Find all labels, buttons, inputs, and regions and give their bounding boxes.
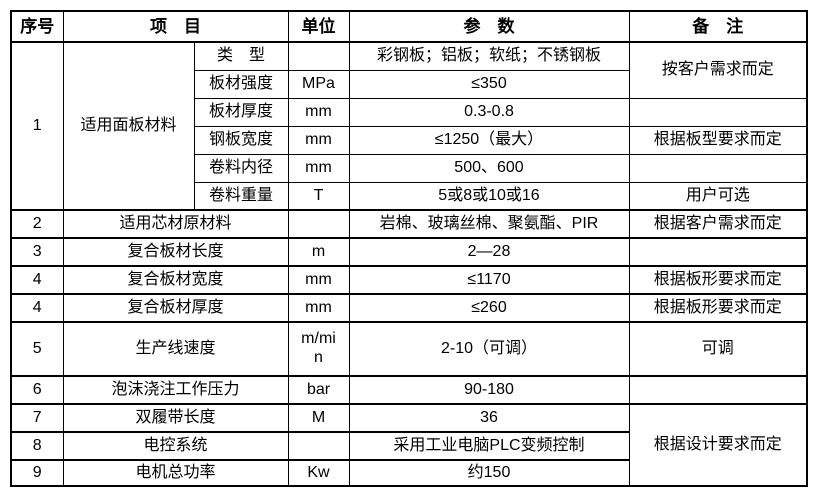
header-seq: 序号 [10,10,64,43]
header-param: 参 数 [348,10,630,43]
param-cell: 0.3-0.8 [348,97,630,127]
seq-cell: 4 [10,265,64,295]
unit-cell [287,431,350,461]
seq-cell: 2 [10,209,64,239]
sub-item-cell: 卷料重量 [193,181,289,211]
param-cell: 彩钢板；铝板；软纸；不锈钢板 [348,41,630,71]
spec-table: 序号 项 目 单位 参 数 备 注 1 适用面板材料 类 型 彩钢板；铝板；软纸… [10,10,808,487]
param-cell: ≤260 [348,293,630,323]
table-row: 板材厚度 mm 0.3-0.8 [11,97,808,127]
param-cell: 5或8或10或16 [348,181,630,211]
item-cell: 复合板材厚度 [62,293,289,323]
item-cell: 电机总功率 [62,459,289,487]
unit-cell: Kw [287,459,350,487]
item-cell: 适用面板材料 [62,41,195,211]
unit-cell [287,209,350,239]
header-remark: 备 注 [628,10,808,43]
unit-cell: mm [287,265,350,295]
item-cell: 泡沫浇注工作压力 [62,375,289,405]
param-cell: ≤350 [348,69,630,99]
param-cell: 2-10（可调） [348,321,630,377]
remark-cell: 可调 [628,321,808,377]
item-cell: 生产线速度 [62,321,289,377]
sub-item-cell: 卷料内径 [193,153,289,183]
seq-cell: 6 [10,375,64,405]
sub-item-cell: 类 型 [193,41,289,71]
table-row: 2 适用芯材原材料 岩棉、玻璃丝棉、聚氨酯、PIR 根据客户需求而定 [10,209,808,239]
remark-cell: 按客户需求而定 [628,41,808,99]
remark-cell [628,237,808,267]
param-cell: 500、600 [348,153,630,183]
table-row: 板材强度 MPa ≤350 [11,69,807,99]
remark-cell: 根据设计要求而定 [628,403,808,487]
remark-cell: 根据板形要求而定 [628,265,808,295]
param-cell: 36 [348,403,630,433]
seq-cell: 8 [10,431,64,461]
unit-text: m/min [301,330,336,366]
remark-cell [628,97,808,127]
seq-cell: 9 [10,459,64,487]
param-cell: 2—28 [348,237,630,267]
table-row: 5 生产线速度 m/min 2-10（可调） 可调 [10,321,808,377]
remark-cell: 根据板型要求而定 [628,125,808,155]
param-cell: 90-180 [348,375,630,405]
unit-cell: m [287,237,350,267]
remark-cell: 用户可选 [628,181,808,211]
item-cell: 电控系统 [62,431,289,461]
item-cell: 复合板材宽度 [62,265,289,295]
table-row: 9 电机总功率 Kw 约150 [10,459,807,487]
unit-cell: mm [287,125,350,155]
remark-cell [628,375,808,405]
seq-cell: 3 [10,237,64,267]
table-row: 7 双履带长度 M 36 根据设计要求而定 [10,403,808,487]
item-cell: 双履带长度 [62,403,289,433]
remark-cell: 根据板形要求而定 [628,293,808,323]
param-cell: 约150 [348,459,630,487]
seq-cell: 7 [10,403,64,433]
seq-cell: 4 [10,293,64,323]
unit-cell: bar [287,375,350,405]
seq-cell: 5 [10,321,64,377]
seq-cell: 1 [10,41,64,211]
table-row: 6 泡沫浇注工作压力 bar 90-180 [10,375,808,405]
table-row: 4 复合板材厚度 mm ≤260 根据板形要求而定 [10,293,808,323]
remark-cell: 根据客户需求而定 [628,209,808,239]
param-cell: ≤1170 [348,265,630,295]
table-row: 4 复合板材宽度 mm ≤1170 根据板形要求而定 [10,265,808,295]
table-row: 3 复合板材长度 m 2—28 [10,237,808,267]
table-row: 卷料重量 T 5或8或10或16 用户可选 [11,181,808,211]
unit-cell [287,41,350,71]
unit-cell: MPa [287,69,350,99]
param-cell: 岩棉、玻璃丝棉、聚氨酯、PIR [348,209,630,239]
param-cell: 采用工业电脑PLC变频控制 [348,431,630,461]
sub-item-cell: 板材厚度 [193,97,289,127]
header-unit: 单位 [287,10,350,43]
unit-cell: mm [287,153,350,183]
header-item: 项 目 [62,10,289,43]
header-row: 序号 项 目 单位 参 数 备 注 [10,10,808,43]
table-row: 钢板宽度 mm ≤1250（最大） 根据板型要求而定 [11,125,808,155]
unit-cell: m/min [287,321,350,377]
item-cell: 复合板材长度 [62,237,289,267]
remark-cell [628,153,808,183]
item-cell: 适用芯材原材料 [62,209,289,239]
param-cell: ≤1250（最大） [348,125,630,155]
unit-cell: mm [287,293,350,323]
sub-item-cell: 钢板宽度 [193,125,289,155]
unit-cell: mm [287,97,350,127]
sub-item-cell: 板材强度 [193,69,289,99]
table-row: 1 适用面板材料 类 型 彩钢板；铝板；软纸；不锈钢板 按客户需求而定 [10,41,808,211]
unit-cell: M [287,403,350,433]
unit-cell: T [287,181,350,211]
